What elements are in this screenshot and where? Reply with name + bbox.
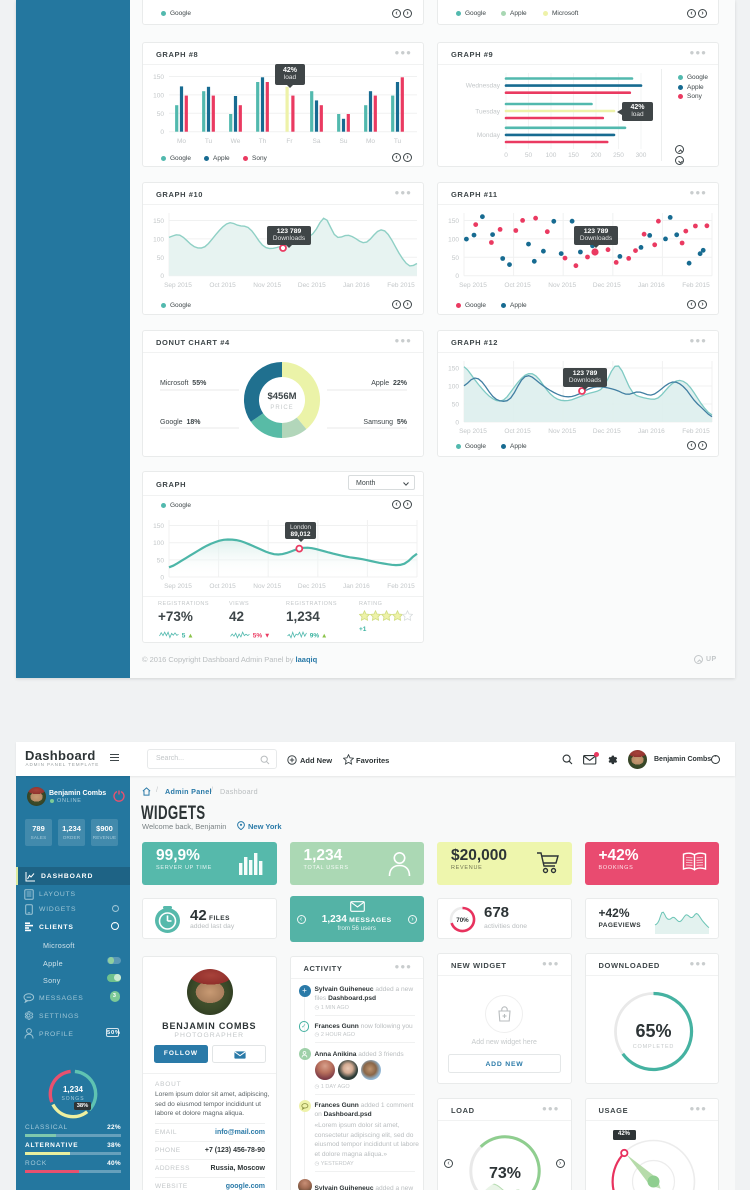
svg-text:Feb 2015: Feb 2015 — [387, 583, 415, 590]
svg-text:Jan 2016: Jan 2016 — [638, 282, 665, 289]
svg-text:COMPLETED: COMPLETED — [632, 1044, 673, 1050]
svg-text:0: 0 — [160, 273, 164, 280]
svg-text:150: 150 — [153, 218, 164, 225]
svg-text:Monday: Monday — [477, 132, 501, 139]
svg-text:100: 100 — [153, 540, 164, 547]
svg-text:Sep 2015: Sep 2015 — [164, 282, 192, 289]
svg-text:Jan 2016: Jan 2016 — [343, 583, 370, 590]
svg-text:Samsung 5%: Samsung 5% — [363, 419, 407, 426]
svg-text:Feb 2015: Feb 2015 — [682, 428, 710, 435]
svg-text:50: 50 — [157, 255, 165, 262]
svg-text:Oct 2015: Oct 2015 — [209, 583, 236, 590]
svg-text:Sep 2015: Sep 2015 — [459, 428, 487, 435]
svg-text:100: 100 — [546, 152, 557, 159]
svg-text:Jan 2016: Jan 2016 — [343, 282, 370, 289]
svg-text:Th: Th — [259, 138, 267, 145]
svg-text:Nov 2015: Nov 2015 — [548, 282, 576, 289]
svg-text:Dec 2015: Dec 2015 — [298, 282, 326, 289]
svg-text:0: 0 — [160, 129, 164, 136]
svg-text:50: 50 — [157, 557, 165, 564]
svg-text:50: 50 — [157, 111, 165, 118]
svg-text:0: 0 — [455, 273, 459, 280]
svg-text:Nov 2015: Nov 2015 — [253, 583, 281, 590]
svg-text:65%: 65% — [635, 1021, 671, 1041]
svg-text:150: 150 — [568, 152, 579, 159]
svg-text:Feb 2015: Feb 2015 — [682, 282, 710, 289]
svg-text:50: 50 — [525, 152, 533, 159]
svg-text:150: 150 — [448, 366, 459, 373]
svg-text:50: 50 — [452, 255, 460, 262]
svg-text:Sa: Sa — [313, 138, 321, 145]
svg-text:150: 150 — [153, 74, 164, 81]
svg-text:0: 0 — [455, 420, 459, 427]
svg-text:Dec 2015: Dec 2015 — [593, 428, 621, 435]
svg-text:Su: Su — [340, 138, 348, 145]
svg-text:Apple 22%: Apple 22% — [371, 380, 408, 387]
svg-text:250: 250 — [613, 152, 624, 159]
svg-text:Wednesday: Wednesday — [466, 83, 501, 90]
svg-text:150: 150 — [448, 218, 459, 225]
svg-text:Mo: Mo — [177, 138, 186, 145]
svg-text:0: 0 — [160, 575, 164, 582]
svg-text:Nov 2015: Nov 2015 — [253, 282, 281, 289]
svg-text:73%: 73% — [489, 1165, 521, 1182]
svg-text:Dec 2015: Dec 2015 — [593, 282, 621, 289]
svg-text:Tuesday: Tuesday — [475, 109, 500, 116]
svg-text:PRICE: PRICE — [270, 405, 293, 411]
svg-text:Google 18%: Google 18% — [160, 419, 201, 426]
svg-text:1,234: 1,234 — [63, 1085, 84, 1094]
svg-text:Tu: Tu — [394, 138, 402, 145]
svg-text:Sep 2015: Sep 2015 — [164, 583, 192, 590]
svg-text:Jan 2016: Jan 2016 — [638, 428, 665, 435]
svg-text:Fr: Fr — [286, 138, 293, 145]
svg-text:Oct 2015: Oct 2015 — [504, 428, 531, 435]
svg-text:Mo: Mo — [366, 138, 375, 145]
svg-text:SONGS: SONGS — [61, 1096, 84, 1102]
svg-text:100: 100 — [448, 236, 459, 243]
svg-text:Sep 2015: Sep 2015 — [459, 282, 487, 289]
svg-text:Feb 2015: Feb 2015 — [387, 282, 415, 289]
svg-text:300: 300 — [636, 152, 647, 159]
svg-text:200: 200 — [591, 152, 602, 159]
svg-text:100: 100 — [153, 236, 164, 243]
svg-text:50: 50 — [452, 402, 460, 409]
svg-text:0: 0 — [504, 152, 508, 159]
svg-text:Nov 2015: Nov 2015 — [548, 428, 576, 435]
svg-text:100: 100 — [448, 384, 459, 391]
svg-text:We: We — [231, 138, 241, 145]
svg-text:Microsoft 55%: Microsoft 55% — [160, 380, 207, 387]
svg-text:Oct 2015: Oct 2015 — [209, 282, 236, 289]
svg-text:$456M: $456M — [267, 391, 296, 402]
svg-text:Oct 2015: Oct 2015 — [504, 282, 531, 289]
svg-text:Dec 2015: Dec 2015 — [298, 583, 326, 590]
svg-text:150: 150 — [153, 523, 164, 530]
svg-text:70%: 70% — [456, 917, 469, 924]
svg-text:Tu: Tu — [205, 138, 213, 145]
svg-text:100: 100 — [153, 92, 164, 99]
